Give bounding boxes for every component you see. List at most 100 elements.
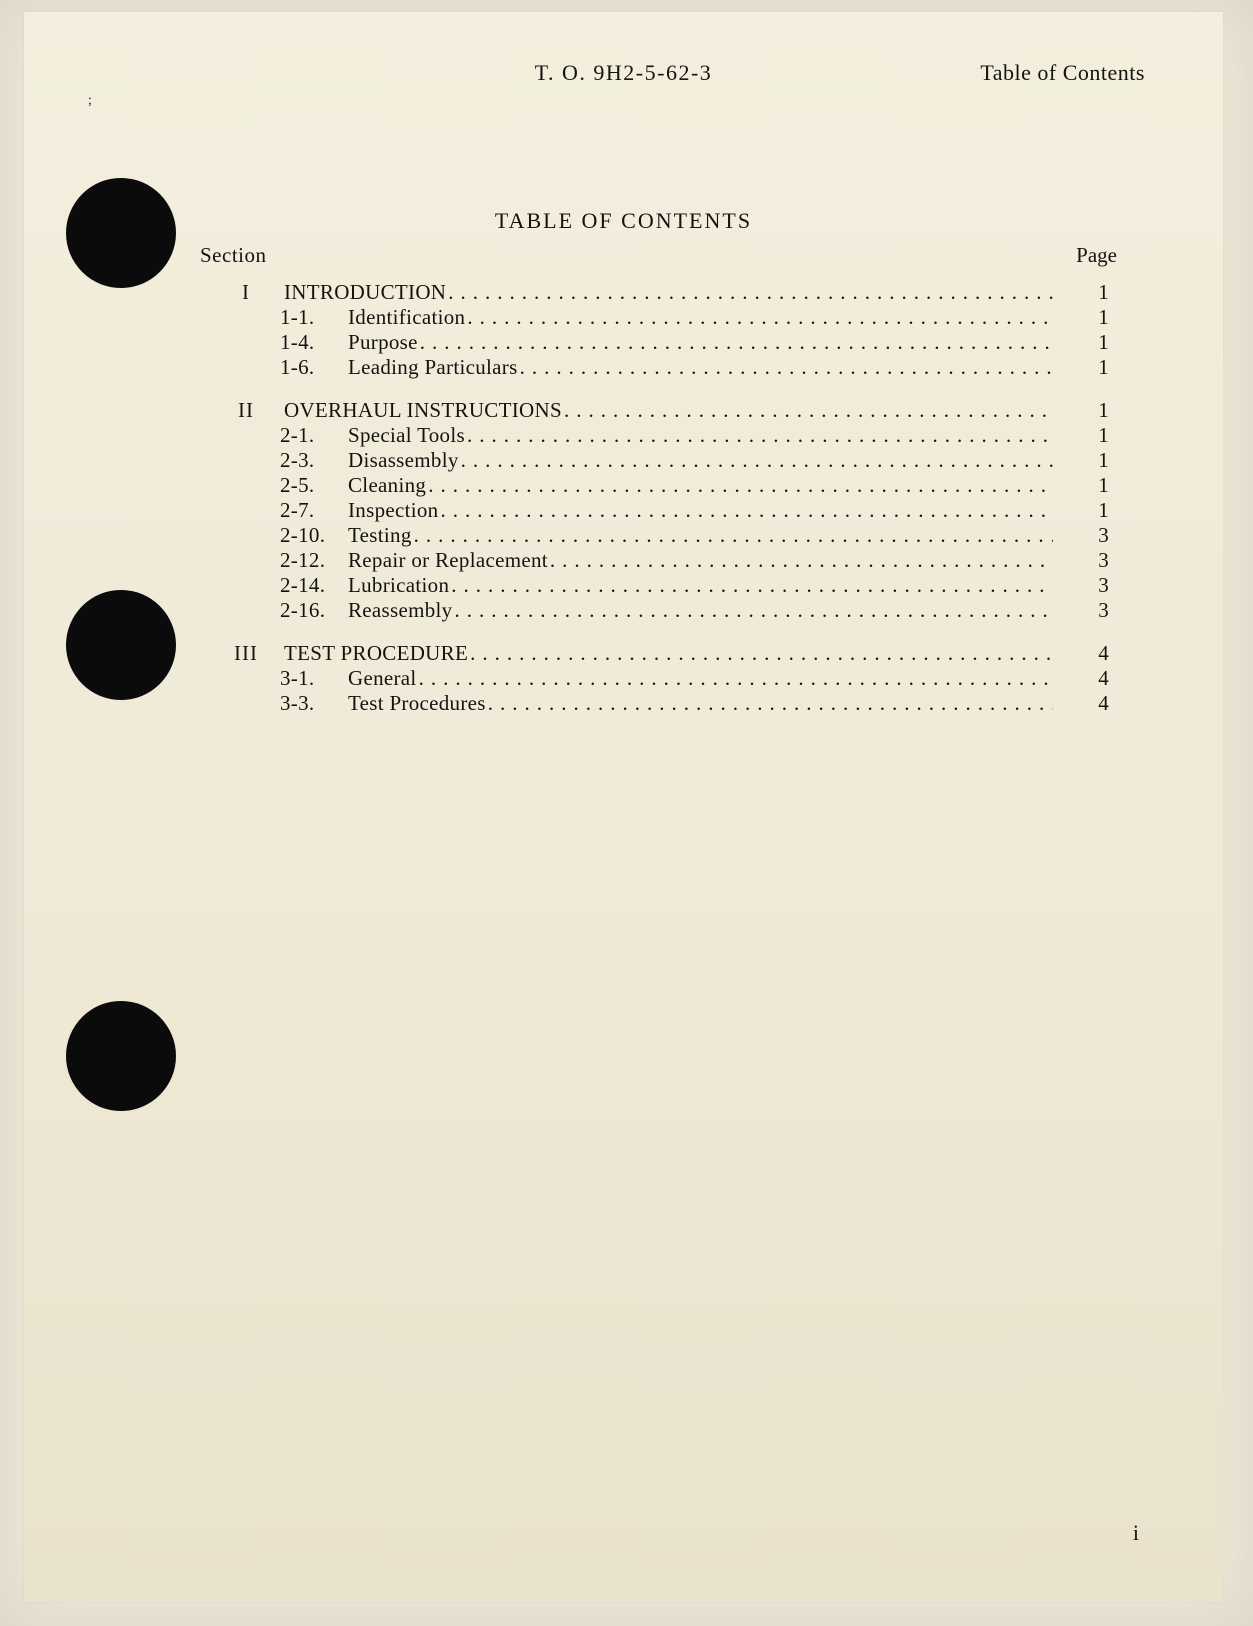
- toc-title-text: Lubrication: [348, 573, 451, 597]
- toc-title-text: Identification: [348, 305, 467, 329]
- toc-paragraph-number: 2-10.: [280, 523, 346, 548]
- dot-leader: ........................................…: [428, 473, 1053, 497]
- toc-page-number: 4: [1085, 666, 1109, 691]
- toc-paragraph-number: 2-12.: [280, 548, 346, 573]
- toc-item-title: Testing.................................…: [348, 523, 1053, 548]
- toc-item-row: 1-1.Identification......................…: [24, 305, 1223, 330]
- toc-item-row: 2-10.Testing............................…: [24, 523, 1223, 548]
- toc-section-heading-row: IINTRODUCTION...........................…: [24, 280, 1223, 305]
- page-content: T. O. 9H2-5-62-3 Table of Contents ; TAB…: [24, 12, 1223, 1602]
- toc-page-number: 1: [1085, 498, 1109, 523]
- toc-item-row: 3-1.General.............................…: [24, 666, 1223, 691]
- toc-item-row: 2-5.Cleaning............................…: [24, 473, 1223, 498]
- toc-section-number: II: [222, 398, 270, 423]
- toc-item-title: Purpose.................................…: [348, 330, 1053, 355]
- toc-paragraph-number: 1-4.: [280, 330, 346, 355]
- toc-page-number: 3: [1085, 548, 1109, 573]
- toc-section-title: INTRODUCTION............................…: [284, 280, 1053, 305]
- toc-paragraph-number: 1-1.: [280, 305, 346, 330]
- toc-item-row: 2-1.Special Tools.......................…: [24, 423, 1223, 448]
- toc-title-text: TEST PROCEDURE: [284, 641, 470, 665]
- dot-leader: ........................................…: [454, 598, 1053, 622]
- toc-item-row: 3-3.Test Procedures.....................…: [24, 691, 1223, 716]
- toc-item-title: Disassembly.............................…: [348, 448, 1053, 473]
- toc-title-text: INTRODUCTION: [284, 280, 448, 304]
- toc-title-text: Purpose: [348, 330, 420, 354]
- dot-leader: ........................................…: [419, 666, 1053, 690]
- toc-item-title: Repair or Replacement...................…: [348, 548, 1053, 573]
- toc-page-number: 1: [1085, 280, 1109, 305]
- toc-page-number: 1: [1085, 473, 1109, 498]
- toc-page-number: 3: [1085, 598, 1109, 623]
- dot-leader: ........................................…: [461, 448, 1053, 472]
- toc-paragraph-number: 2-1.: [280, 423, 346, 448]
- scan-background: T. O. 9H2-5-62-3 Table of Contents ; TAB…: [0, 0, 1253, 1626]
- toc-paragraph-number: 2-16.: [280, 598, 346, 623]
- dot-leader: ........................................…: [470, 641, 1053, 665]
- toc-paragraph-number: 3-1.: [280, 666, 346, 691]
- toc-title-text: Reassembly: [348, 598, 454, 622]
- toc-title-text: Leading Particulars: [348, 355, 520, 379]
- dot-leader: ........................................…: [414, 523, 1053, 547]
- toc-paragraph-number: 2-3.: [280, 448, 346, 473]
- header-right-label: Table of Contents: [980, 60, 1145, 86]
- toc-page-number: 1: [1085, 355, 1109, 380]
- toc-item-title: Special Tools...........................…: [348, 423, 1053, 448]
- toc-item-title: Cleaning................................…: [348, 473, 1053, 498]
- toc-title-text: Cleaning: [348, 473, 428, 497]
- toc-title-text: Test Procedures: [348, 691, 488, 715]
- toc-item-row: 2-7.Inspection..........................…: [24, 498, 1223, 523]
- toc-page-number: 1: [1085, 448, 1109, 473]
- dot-leader: ........................................…: [520, 355, 1053, 379]
- toc-page-number: 1: [1085, 330, 1109, 355]
- dot-leader: ........................................…: [467, 305, 1053, 329]
- toc-item-row: 2-16.Reassembly.........................…: [24, 598, 1223, 623]
- toc-section-heading-row: II OVERHAUL INSTRUCTIONS.................…: [24, 398, 1223, 423]
- dot-leader: ........................................…: [451, 573, 1053, 597]
- toc-item-title: Inspection..............................…: [348, 498, 1053, 523]
- toc-page-number: 1: [1085, 398, 1109, 423]
- toc-item-title: Reassembly..............................…: [348, 598, 1053, 623]
- toc-page-number: 4: [1085, 691, 1109, 716]
- toc-page-number: 3: [1085, 573, 1109, 598]
- toc-group: II OVERHAUL INSTRUCTIONS.................…: [24, 398, 1223, 623]
- toc-title-text: General: [348, 666, 419, 690]
- toc-section-title: TEST PROCEDURE..........................…: [284, 641, 1053, 666]
- toc-page-number: 1: [1085, 423, 1109, 448]
- page-header: T. O. 9H2-5-62-3 Table of Contents: [24, 60, 1223, 90]
- toc-title-text: Testing: [348, 523, 414, 547]
- toc-section-title: OVERHAUL INSTRUCTIONS...................…: [284, 398, 1053, 423]
- toc-title-text: OVERHAUL INSTRUCTIONS: [284, 398, 564, 422]
- toc-title: TABLE OF CONTENTS: [24, 208, 1223, 234]
- dot-leader: ........................................…: [550, 548, 1053, 572]
- toc-paragraph-number: 1-6.: [280, 355, 346, 380]
- toc-group: III TEST PROCEDURE.......................…: [24, 641, 1223, 716]
- toc-item-row: 2-12.Repair or Replacement..............…: [24, 548, 1223, 573]
- toc-page-number: 1: [1085, 305, 1109, 330]
- toc-section-heading-row: III TEST PROCEDURE.......................…: [24, 641, 1223, 666]
- toc-item-row: 1-6.Leading Particulars.................…: [24, 355, 1223, 380]
- toc-item-title: Lubrication.............................…: [348, 573, 1053, 598]
- column-label-section: Section: [200, 243, 267, 268]
- dot-leader: ........................................…: [488, 691, 1053, 715]
- dot-leader: ........................................…: [440, 498, 1053, 522]
- dot-leader: ........................................…: [448, 280, 1053, 304]
- toc-page-number: 3: [1085, 523, 1109, 548]
- toc-item-title: Test Procedures.........................…: [348, 691, 1053, 716]
- toc-title-text: Inspection: [348, 498, 440, 522]
- column-label-page: Page: [1076, 243, 1117, 268]
- toc-item-row: 2-14.Lubrication........................…: [24, 573, 1223, 598]
- toc-section-number: III: [222, 641, 270, 666]
- toc-item-row: 2-3.Disassembly.........................…: [24, 448, 1223, 473]
- toc-paragraph-number: 2-7.: [280, 498, 346, 523]
- toc-paragraph-number: 2-14.: [280, 573, 346, 598]
- toc-item-row: 1-4.Purpose.............................…: [24, 330, 1223, 355]
- toc-item-title: General.................................…: [348, 666, 1053, 691]
- toc-item-title: Leading Particulars.....................…: [348, 355, 1053, 380]
- dot-leader: ........................................…: [564, 398, 1053, 422]
- toc-paragraph-number: 3-3.: [280, 691, 346, 716]
- toc-body: IINTRODUCTION...........................…: [24, 280, 1223, 734]
- toc-group: IINTRODUCTION...........................…: [24, 280, 1223, 380]
- toc-page-number: 4: [1085, 641, 1109, 666]
- toc-title-text: Special Tools: [348, 423, 467, 447]
